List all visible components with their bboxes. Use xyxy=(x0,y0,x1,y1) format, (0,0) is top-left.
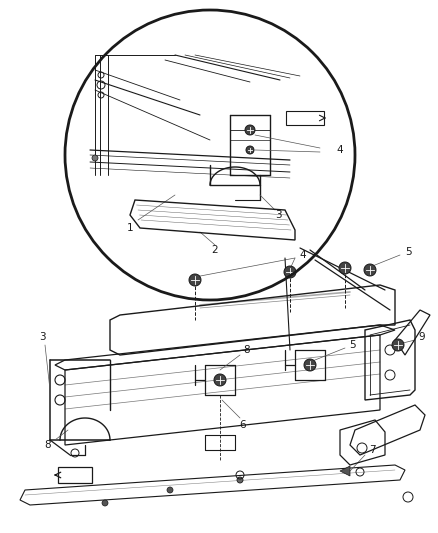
Text: 8: 8 xyxy=(244,345,250,355)
Circle shape xyxy=(304,359,316,371)
Circle shape xyxy=(339,262,351,274)
Text: 1: 1 xyxy=(127,223,133,233)
Text: 4: 4 xyxy=(337,145,343,155)
Circle shape xyxy=(246,146,254,154)
Circle shape xyxy=(167,487,173,493)
Text: 5: 5 xyxy=(349,340,355,350)
Text: 3: 3 xyxy=(39,332,45,342)
Text: 6: 6 xyxy=(240,420,246,430)
Circle shape xyxy=(237,477,243,483)
Text: 4: 4 xyxy=(300,250,306,260)
Circle shape xyxy=(284,266,296,278)
Circle shape xyxy=(392,339,404,351)
FancyBboxPatch shape xyxy=(286,111,324,125)
Text: FWD: FWD xyxy=(67,472,83,478)
Text: 7: 7 xyxy=(369,445,375,455)
Circle shape xyxy=(102,500,108,506)
Circle shape xyxy=(364,264,376,276)
FancyBboxPatch shape xyxy=(58,467,92,483)
Circle shape xyxy=(245,125,255,135)
Circle shape xyxy=(92,155,98,161)
Text: 9: 9 xyxy=(419,332,425,342)
Polygon shape xyxy=(340,466,350,476)
Text: 5: 5 xyxy=(405,247,411,257)
Circle shape xyxy=(214,374,226,386)
Text: 3: 3 xyxy=(275,210,281,220)
Circle shape xyxy=(189,274,201,286)
Text: 8: 8 xyxy=(45,440,51,450)
Text: 2: 2 xyxy=(212,245,218,255)
Text: FWD: FWD xyxy=(297,115,313,121)
